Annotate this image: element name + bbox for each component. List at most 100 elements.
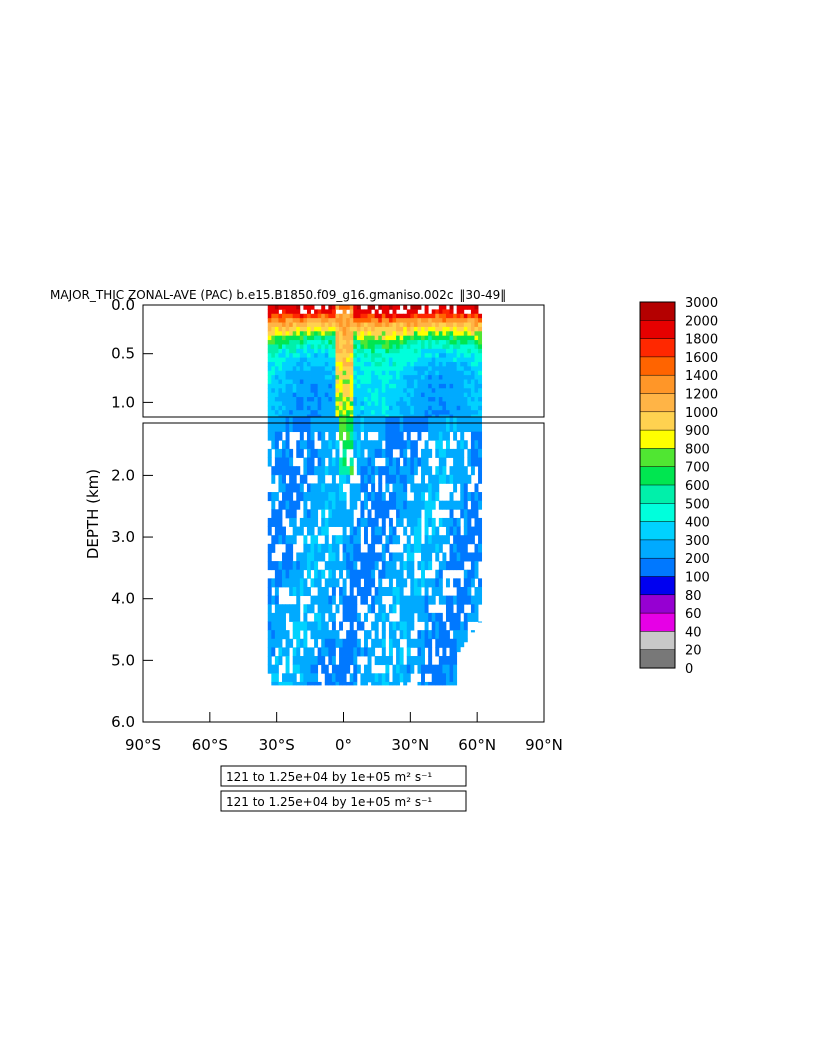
field-cell (424, 621, 429, 631)
field-cell (374, 552, 379, 562)
field-cell (317, 335, 322, 341)
field-cell (435, 375, 440, 380)
field-cell (388, 405, 393, 411)
field-cell (449, 552, 454, 562)
field-cell (374, 561, 379, 571)
field-cell (392, 664, 397, 674)
field-cell (324, 621, 329, 631)
field-cell (321, 517, 326, 527)
field-cell (324, 331, 329, 337)
field-cell (342, 535, 347, 545)
field-cell (314, 621, 319, 631)
field-cell (314, 313, 319, 319)
field-cell (453, 535, 458, 545)
field-cell (367, 361, 372, 367)
field-cell (445, 309, 450, 315)
field-cell (474, 586, 479, 597)
field-cell (421, 401, 425, 407)
field-cell (363, 383, 368, 389)
field-cell (381, 331, 386, 337)
field-cell (417, 318, 422, 323)
field-cell (385, 370, 390, 376)
field-cell (335, 366, 340, 372)
field-cell (435, 535, 440, 545)
field-cell (371, 417, 376, 433)
field-cell (438, 414, 443, 418)
field-cell (470, 331, 475, 337)
field-cell (296, 313, 301, 319)
field-cell (374, 630, 379, 640)
field-cell (331, 344, 336, 350)
field-cell (456, 586, 461, 597)
field-cell (278, 366, 283, 372)
field-cell (470, 526, 475, 536)
field-cell (396, 340, 401, 345)
field-cell (399, 630, 404, 640)
field-cell (271, 535, 276, 545)
field-cell (296, 561, 301, 571)
field-cell (424, 664, 429, 674)
field-cell (385, 322, 390, 328)
field-cell (463, 344, 468, 350)
field-cell (474, 517, 479, 527)
field-cell (299, 401, 304, 407)
field-cell (456, 326, 461, 332)
field-cell (324, 492, 329, 502)
field-cell (274, 326, 279, 332)
field-cell (328, 638, 333, 648)
field-cell (385, 344, 390, 350)
field-cell (431, 388, 436, 394)
x-tick-label: 60°S (192, 736, 228, 754)
field-cell (303, 681, 308, 686)
colorbar-frame (639, 301, 676, 669)
field-cell (396, 552, 401, 562)
field-cell (292, 318, 297, 323)
field-cell (413, 318, 418, 323)
field-cell (314, 630, 319, 640)
field-cell (274, 440, 279, 450)
field-cell (421, 417, 425, 433)
colorbar-swatch (639, 484, 676, 504)
field-cell (331, 552, 336, 562)
field-cell (310, 500, 315, 510)
field-cell (474, 353, 479, 358)
field-cell (289, 340, 294, 345)
field-cell (314, 383, 319, 389)
field-cell (314, 417, 319, 433)
colorbar-label: 60 (685, 607, 702, 622)
field-cell (378, 366, 383, 372)
field-cell (378, 392, 383, 398)
field-cell (282, 344, 286, 350)
field-cell (435, 647, 440, 657)
field-cell (463, 535, 468, 545)
field-cell (335, 466, 340, 476)
field-cell (445, 353, 450, 358)
field-cell (360, 405, 365, 411)
field-cell (371, 561, 376, 571)
field-cell (296, 375, 301, 380)
field-cell (417, 401, 422, 407)
field-cell (335, 664, 340, 674)
field-cell (328, 379, 333, 385)
field-cell (406, 379, 411, 385)
field-cell (463, 543, 468, 553)
field-cell (278, 466, 283, 476)
field-cell (449, 331, 454, 337)
field-cell (378, 431, 383, 441)
field-cell (271, 647, 276, 657)
field-cell (374, 379, 379, 385)
field-cell (324, 440, 329, 450)
field-cell (328, 305, 333, 310)
field-cell (474, 379, 479, 385)
field-cell (449, 335, 454, 341)
field-cell (453, 656, 458, 666)
field-cell (353, 681, 358, 686)
field-cell (321, 375, 326, 380)
field-cell (356, 392, 361, 398)
field-cell (456, 526, 461, 536)
field-cell (274, 492, 279, 502)
field-cell (460, 448, 465, 458)
field-cell (442, 361, 447, 367)
field-cell (328, 517, 333, 527)
field-cell (442, 621, 447, 631)
